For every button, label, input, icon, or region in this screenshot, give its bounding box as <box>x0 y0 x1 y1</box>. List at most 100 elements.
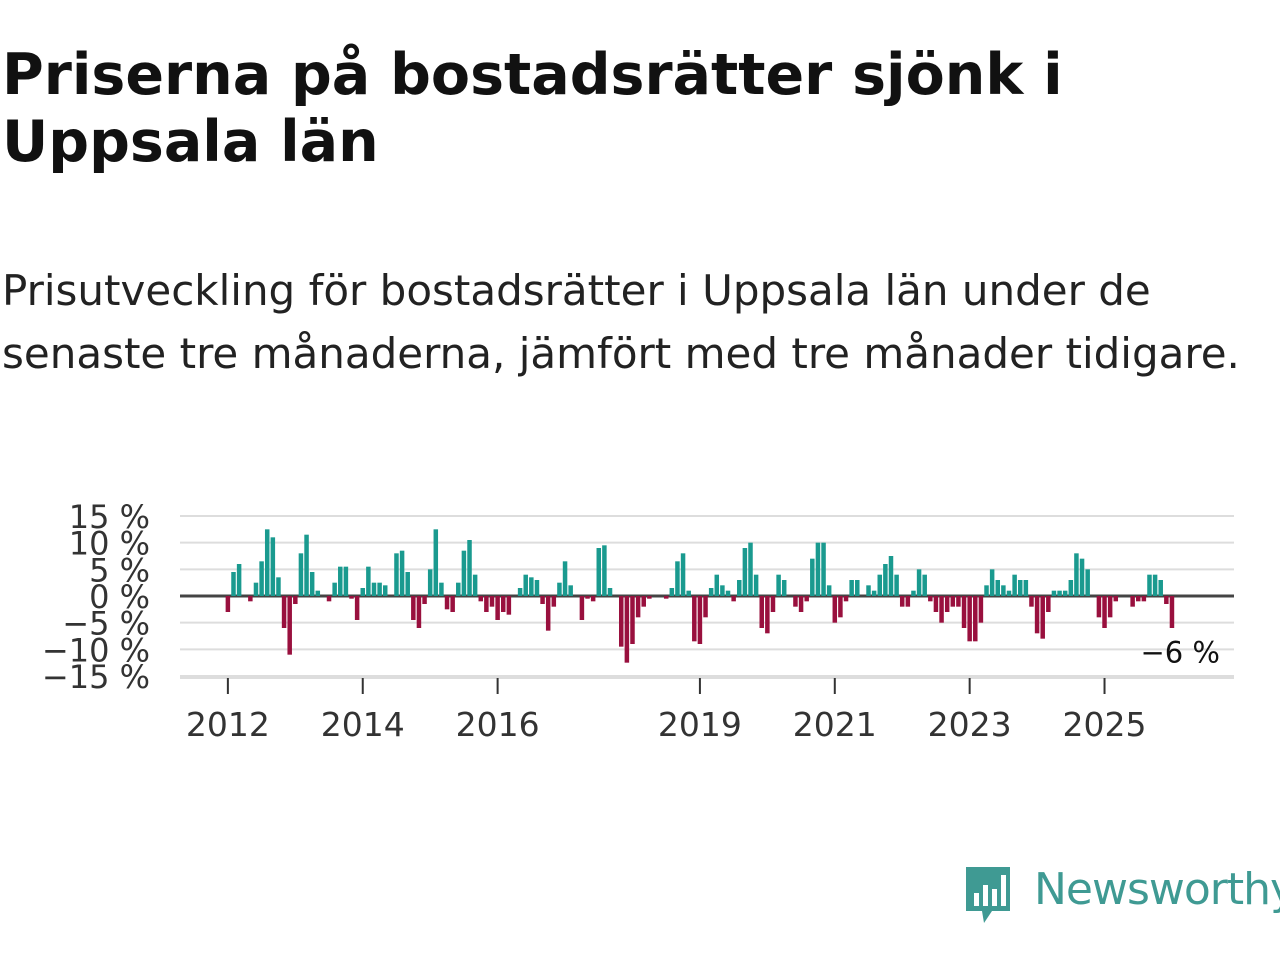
bar <box>973 596 978 642</box>
bar <box>838 596 843 618</box>
bar <box>529 577 534 596</box>
bar <box>411 596 416 620</box>
last-value-label: −6 % <box>1140 635 1220 669</box>
x-tick-label: 2025 <box>1063 705 1147 744</box>
bar <box>236 564 242 596</box>
bar <box>405 572 410 596</box>
bar <box>382 585 388 596</box>
bar <box>1023 580 1029 596</box>
bar <box>1096 596 1102 618</box>
bar <box>1141 596 1147 602</box>
bar <box>1130 596 1135 607</box>
bar <box>765 596 770 634</box>
bar <box>540 596 545 604</box>
bar <box>939 596 944 623</box>
bar <box>495 596 500 620</box>
bar <box>843 596 849 602</box>
bar <box>456 582 461 596</box>
bar <box>461 550 467 596</box>
bar <box>798 596 804 612</box>
x-tick-label: 2012 <box>186 705 270 744</box>
x-tick-label: 2023 <box>928 705 1012 744</box>
y-tick-label: 5 % <box>89 551 150 589</box>
bar <box>551 596 557 607</box>
bar <box>675 561 680 596</box>
bar <box>995 580 1001 596</box>
bar <box>866 585 871 596</box>
bar <box>1113 596 1119 602</box>
bar <box>888 556 894 596</box>
bar <box>478 596 484 602</box>
bar <box>984 585 989 596</box>
bar <box>1074 553 1079 596</box>
bar <box>326 596 332 602</box>
bar <box>928 596 933 602</box>
bar <box>416 596 422 628</box>
bar <box>1158 580 1163 596</box>
bar <box>922 574 927 596</box>
bar <box>1040 596 1045 639</box>
bar <box>1102 596 1107 628</box>
y-tick-label: 0 % <box>89 578 150 616</box>
bar <box>293 596 298 604</box>
bar <box>956 596 961 607</box>
bar <box>1169 596 1175 628</box>
bar <box>933 596 939 612</box>
bar <box>630 596 635 644</box>
bar <box>911 590 916 596</box>
bar <box>366 566 371 596</box>
bar <box>737 580 742 596</box>
bar <box>568 585 573 596</box>
bar <box>1017 580 1023 596</box>
bar <box>276 577 281 596</box>
brand-name: Newsworthy <box>1034 864 1280 915</box>
bar <box>753 574 759 596</box>
bar <box>624 596 630 663</box>
bar <box>663 596 669 599</box>
bar <box>281 596 287 628</box>
bar <box>422 596 427 604</box>
bar <box>450 596 455 612</box>
bar <box>776 574 781 596</box>
bar <box>697 596 703 644</box>
chart-subtitle: Prisutveckling för bostadsrätter i Uppsa… <box>2 266 1240 378</box>
bar <box>489 596 495 607</box>
bar <box>619 596 624 647</box>
x-tick-label: 2016 <box>456 705 540 744</box>
bar <box>534 580 540 596</box>
bar <box>635 596 641 618</box>
x-axis: 2012 2014 2016 2019 2021 2023 2025 <box>180 677 1234 744</box>
newsworthy-logo-icon <box>966 867 1010 923</box>
bar <box>748 542 753 596</box>
bar <box>225 596 231 612</box>
bar <box>725 590 731 596</box>
bar <box>899 596 905 607</box>
bar <box>394 553 399 596</box>
bar <box>832 596 838 623</box>
bar <box>821 542 826 596</box>
bar <box>338 566 343 596</box>
y-tick-label: 10 % <box>69 525 150 563</box>
bar <box>264 529 270 596</box>
newsworthy-logo[interactable]: Newsworthy <box>962 863 1280 929</box>
bar <box>826 585 832 596</box>
bar <box>815 542 821 596</box>
bar <box>545 596 551 631</box>
bar <box>602 545 607 596</box>
y-tick-label: −15 % <box>42 658 150 696</box>
bar <box>680 553 686 596</box>
bar <box>371 582 377 596</box>
bar <box>517 588 523 596</box>
bar <box>433 529 439 596</box>
bar <box>309 572 315 596</box>
bar <box>1057 590 1062 596</box>
bar <box>523 574 528 596</box>
bar <box>883 564 888 596</box>
bar <box>989 569 995 596</box>
bar <box>248 596 253 602</box>
bar <box>444 596 450 610</box>
bar <box>1147 574 1152 596</box>
bar <box>427 569 433 596</box>
bar <box>720 585 725 596</box>
bar <box>871 590 877 596</box>
